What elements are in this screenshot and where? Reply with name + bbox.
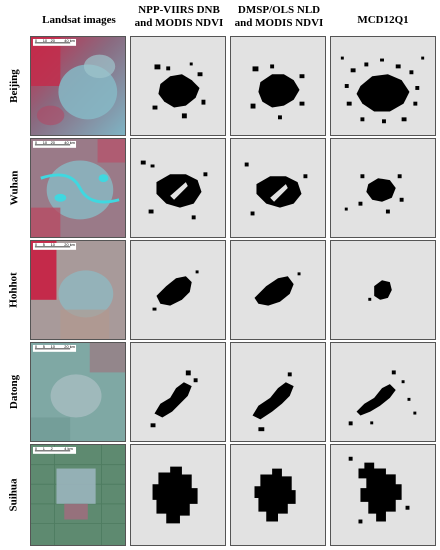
urban-mask-mcd-wuhan xyxy=(330,138,436,238)
column-header-dmsp: DMSP/OLS NLD and MODIS NDVI xyxy=(234,4,324,29)
svg-text:40 km: 40 km xyxy=(64,38,75,43)
svg-text:0: 0 xyxy=(35,140,38,145)
urban-mask-npp-beijing xyxy=(130,36,226,136)
landsat-image-wuhan: 0 10 20 40 km xyxy=(30,138,126,238)
column-header-mcd: MCD12Q1 xyxy=(357,14,409,26)
urban-mask-npp-datong xyxy=(130,342,226,442)
svg-text:20 km: 20 km xyxy=(64,344,75,349)
urban-mask-mcd-suihua xyxy=(330,444,436,546)
urban-mask-mcd-hohhot xyxy=(330,240,436,340)
urban-mask-dmsp-hohhot xyxy=(230,240,326,340)
urban-mask-dmsp-wuhan xyxy=(230,138,326,238)
row-label-hohhot: Hohhot xyxy=(8,272,20,308)
urban-mask-dmsp-datong xyxy=(230,342,326,442)
landsat-image-datong: 0 5 10 20 km xyxy=(30,342,126,442)
row-label-wuhan: Wuhan xyxy=(8,170,20,206)
svg-text:10: 10 xyxy=(43,140,48,145)
row-label-datong: Datong xyxy=(8,374,21,410)
svg-text:4 km: 4 km xyxy=(64,446,72,451)
urban-mask-dmsp-suihua xyxy=(230,444,326,546)
landsat-image-hohhot: 0 5 10 20 km xyxy=(30,240,126,340)
svg-text:0: 0 xyxy=(35,344,38,349)
row-label-suihua: Suihua xyxy=(8,478,20,512)
urban-mask-mcd-beijing xyxy=(330,36,436,136)
row-label-beijing: Beijing xyxy=(8,69,20,103)
svg-text:1: 1 xyxy=(43,446,45,451)
urban-mask-npp-wuhan xyxy=(130,138,226,238)
landsat-image-suihua: 0 1 2 4 km xyxy=(30,444,126,546)
landsat-image-beijing: 0 10 20 40 km xyxy=(30,36,126,136)
svg-text:2: 2 xyxy=(51,446,53,451)
urban-mask-dmsp-beijing xyxy=(230,36,326,136)
svg-text:5: 5 xyxy=(43,242,46,247)
column-header-landsat: Landsat images xyxy=(42,14,116,26)
svg-text:5: 5 xyxy=(43,344,46,349)
svg-text:10: 10 xyxy=(51,242,56,247)
svg-text:10: 10 xyxy=(43,38,48,43)
svg-text:20: 20 xyxy=(51,38,56,43)
column-header-npp: NPP-VIIRS DNB and MODIS NDVI xyxy=(134,4,224,29)
svg-text:40 km: 40 km xyxy=(64,140,75,145)
svg-text:20 km: 20 km xyxy=(64,242,75,247)
svg-text:0: 0 xyxy=(35,38,38,43)
svg-text:20: 20 xyxy=(51,140,56,145)
urban-mask-npp-suihua xyxy=(130,444,226,546)
urban-mask-npp-hohhot xyxy=(130,240,226,340)
svg-text:0: 0 xyxy=(35,242,38,247)
urban-mask-mcd-datong xyxy=(330,342,436,442)
svg-text:10: 10 xyxy=(51,344,56,349)
svg-text:0: 0 xyxy=(35,446,38,451)
